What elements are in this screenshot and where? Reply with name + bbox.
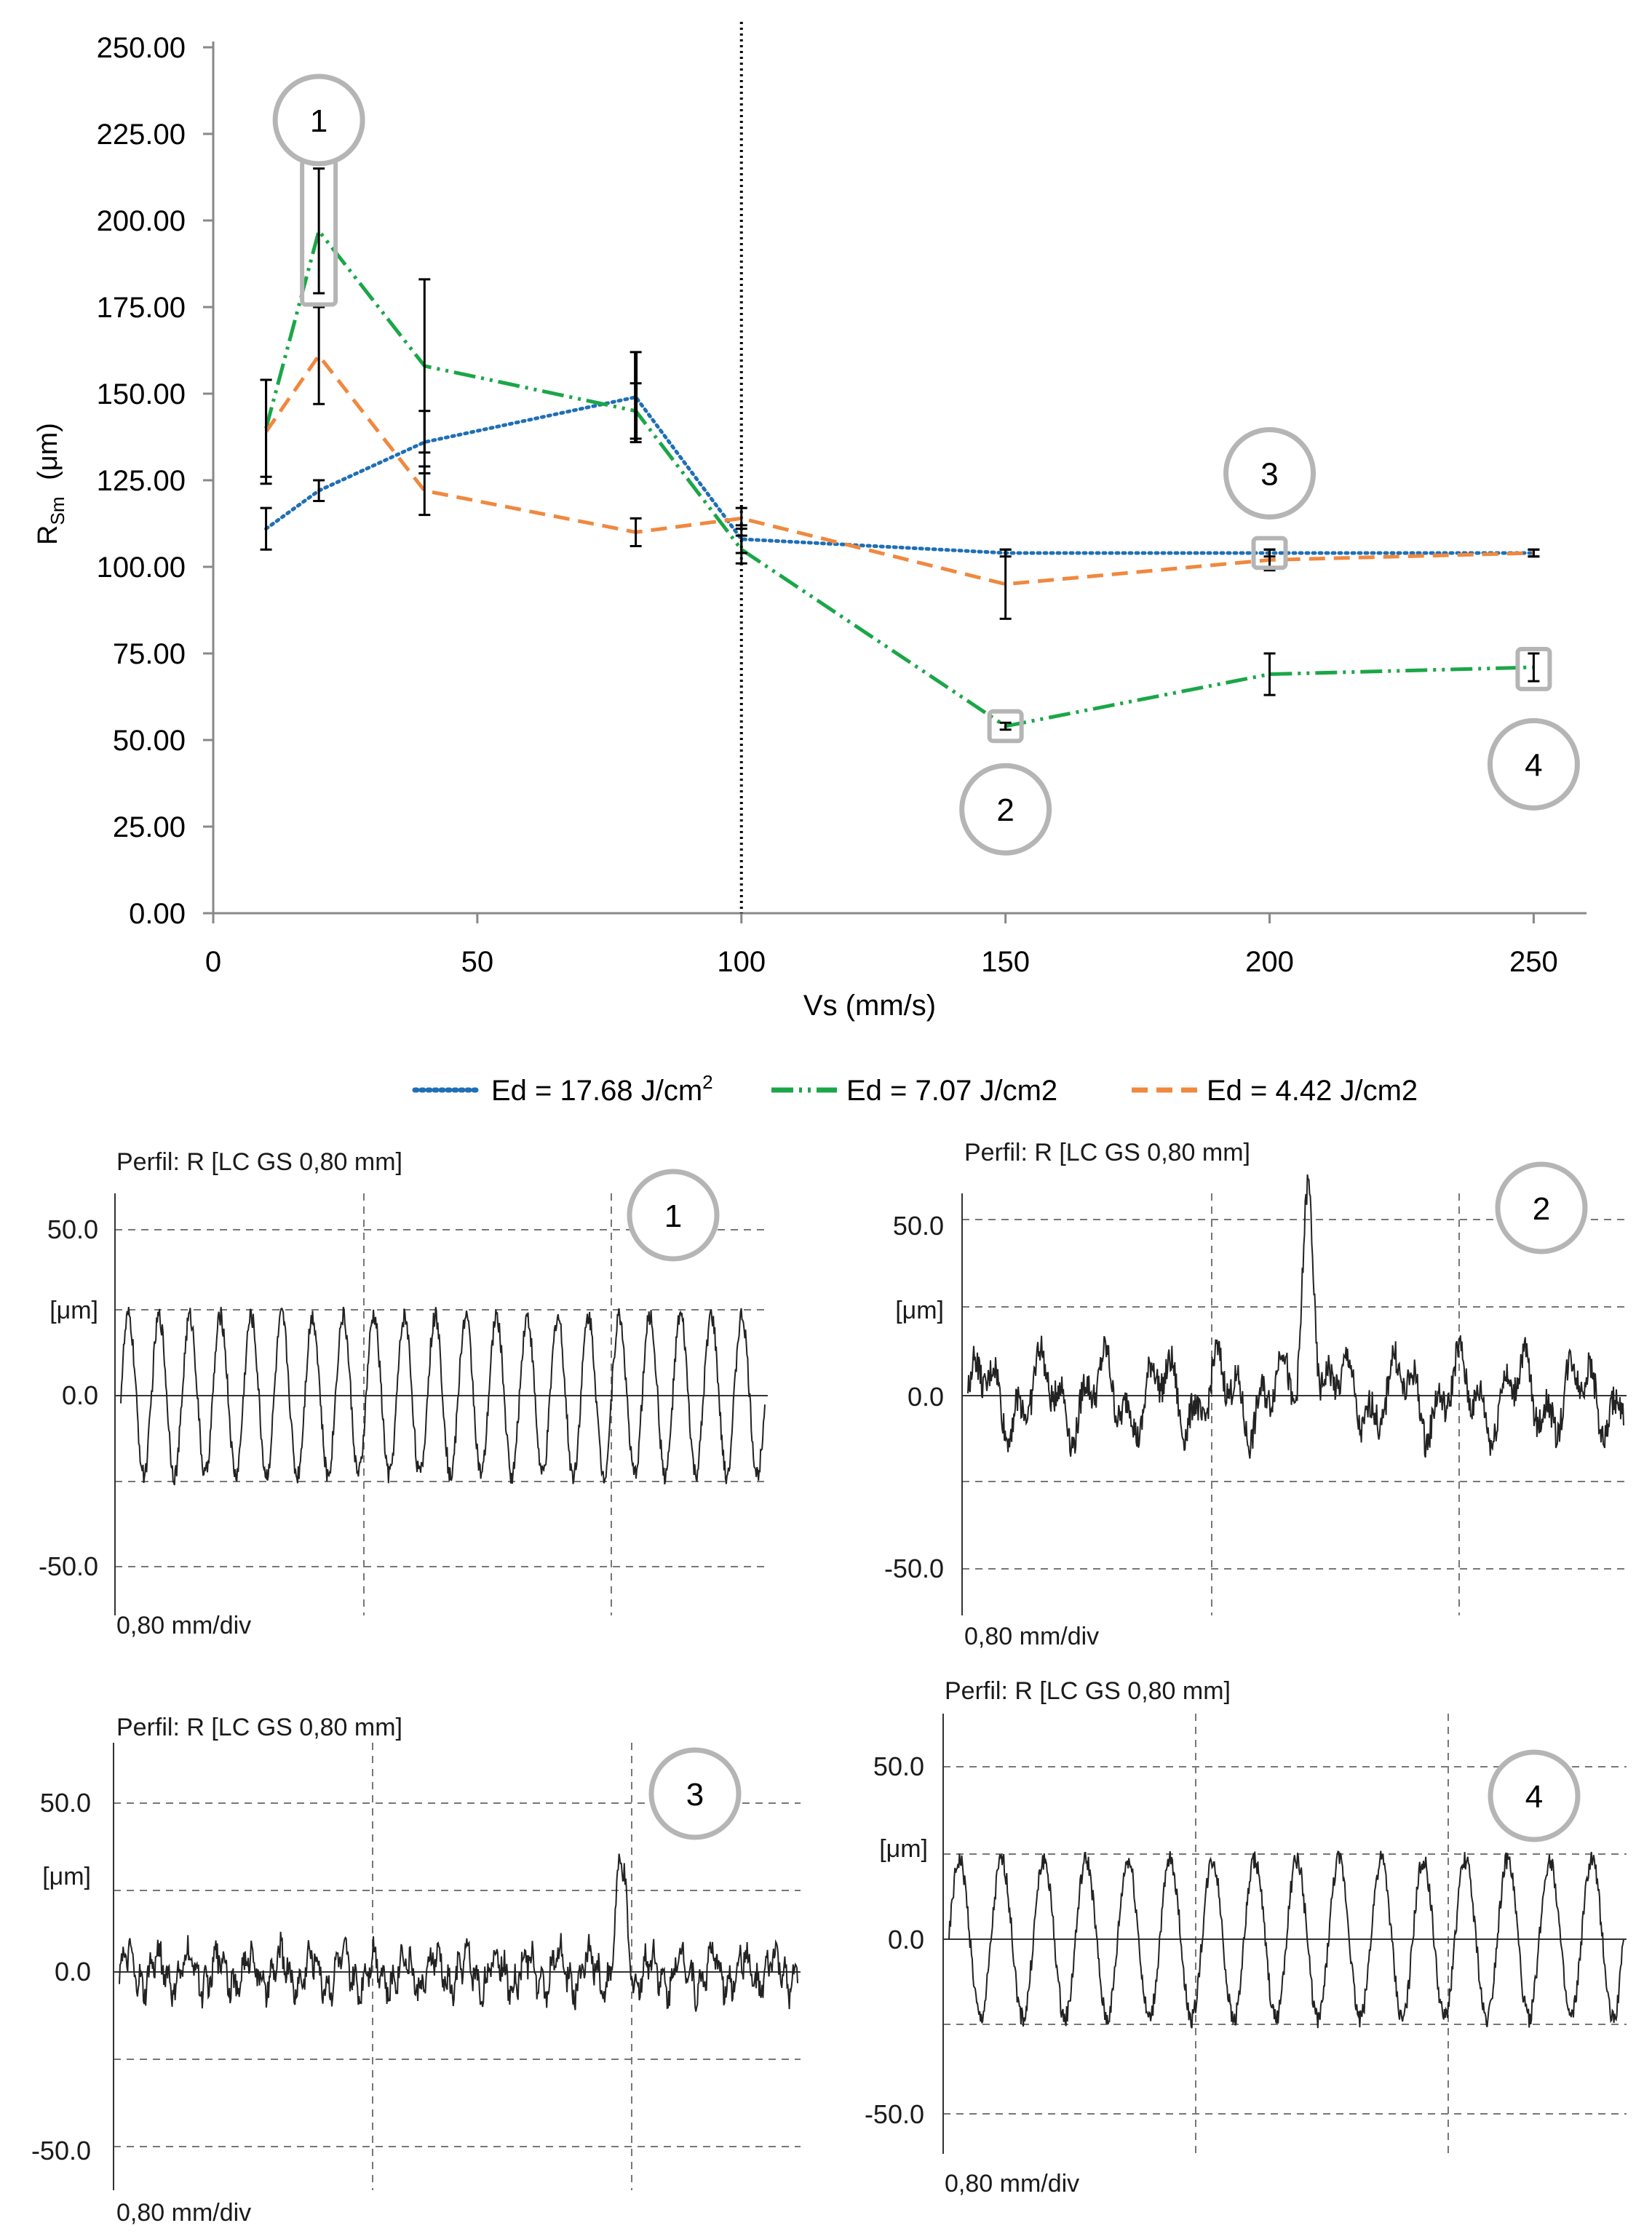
profile-panels: Perfil: R [LC GS 0,80 mm] 50.0 [μm] 0.0 … [31, 1139, 1627, 2227]
callout-label-4: 4 [1525, 747, 1542, 783]
x-tick-label: 200 [1245, 946, 1294, 978]
profile-xscale-2: 0,80 mm/div [964, 1623, 1099, 1650]
y-tick-label: 125.00 [97, 465, 186, 497]
y-tick-label: 150.00 [97, 378, 186, 410]
profile-title-3: Perfil: R [LC GS 0,80 mm] [116, 1714, 402, 1741]
profile-yunit-1: [μm] [49, 1297, 98, 1324]
highlight-box-3 [1251, 536, 1288, 570]
legend-label-s2: Ed = 7.07 J/cm2 [846, 1075, 1057, 1107]
profile-ytick-neg50-4: -50.0 [865, 2099, 924, 2129]
profile-callout-label-4: 4 [1525, 1779, 1543, 1815]
y-tick-label: 100.00 [97, 552, 186, 584]
profile-panel-1: Perfil: R [LC GS 0,80 mm] 50.0 [μm] 0.0 … [39, 1148, 768, 1639]
profile-ytick-neg50-1: -50.0 [39, 1551, 98, 1581]
y-axis-label-sub: Sm [47, 496, 68, 525]
profile-yunit-3: [μm] [42, 1863, 91, 1890]
legend-label-s1: Ed = 17.68 J/cm2 [491, 1071, 713, 1107]
profile-panel-2: Perfil: R [LC GS 0,80 mm] 50.0 [μm] 0.0 … [884, 1139, 1627, 1650]
highlight-box-2 [987, 709, 1024, 744]
profile-ytick-0-2: 0.0 [908, 1382, 944, 1412]
callout-label-1: 1 [310, 103, 327, 139]
callout-label-3: 3 [1260, 456, 1278, 492]
x-axis-label: Vs (mm/s) [803, 990, 936, 1022]
profile-title-2: Perfil: R [LC GS 0,80 mm] [964, 1139, 1250, 1166]
callout-label-2: 2 [996, 792, 1014, 828]
y-axis-label-main: R [33, 525, 63, 544]
y-axis-ticks: 0.00 25.00 50.00 75.00 100.00 125.00 150.00 175… [97, 32, 213, 930]
rsm-chart: 0.00 25.00 50.00 75.00 100.00 125.00 150.00 175… [33, 22, 1587, 1107]
profile-xscale-3: 0,80 mm/div [116, 2199, 251, 2227]
profile-ytick-50-4: 50.0 [873, 1751, 924, 1781]
y-tick-label: 175.00 [97, 292, 186, 324]
profile-trace-2 [967, 1174, 1624, 1459]
profile-ytick-neg50-2: -50.0 [884, 1554, 944, 1583]
profile-callout-label-3: 3 [686, 1777, 704, 1813]
profile-panel-3: Perfil: R [LC GS 0,80 mm] 50.0 [μm] 0.0 … [31, 1714, 801, 2227]
legend-label-s3: Ed = 4.42 J/cm2 [1207, 1075, 1418, 1107]
profile-title-1: Perfil: R [LC GS 0,80 mm] [116, 1148, 402, 1176]
profile-callout-label-2: 2 [1533, 1191, 1550, 1227]
profile-yunit-2: [μm] [895, 1297, 944, 1324]
callout-circle-2 [959, 763, 1052, 856]
highlight-box-4 [1515, 647, 1552, 691]
profile-callout-label-1: 1 [664, 1198, 682, 1234]
y-axis-label: RSm (μm) [33, 423, 68, 545]
y-tick-label: 225.00 [97, 119, 186, 151]
x-tick-label: 250 [1509, 946, 1558, 978]
profile-callout-circle-4 [1488, 1749, 1581, 1842]
profile-callout-circle-3 [648, 1747, 742, 1840]
profile-ytick-0-3: 0.0 [55, 1957, 91, 1987]
profile-callout-circle-2 [1495, 1161, 1588, 1254]
callout-circle-4 [1487, 717, 1580, 811]
profile-ytick-0-4: 0.0 [888, 1925, 924, 1954]
profile-title-4: Perfil: R [LC GS 0,80 mm] [945, 1677, 1231, 1705]
legend: Ed = 17.68 J/cm2 Ed = 7.07 J/cm2 Ed = 4.… [412, 1071, 1418, 1107]
y-tick-label: 25.00 [113, 811, 186, 843]
error-bars [260, 167, 1540, 731]
profile-trace-4 [948, 1850, 1624, 2029]
profile-xscale-1: 0,80 mm/div [116, 1612, 251, 1639]
y-tick-label: 0.00 [129, 898, 186, 930]
profile-ytick-50-3: 50.0 [40, 1788, 91, 1818]
profile-panel-4: Perfil: R [LC GS 0,80 mm] 50.0 [μm] 0.0 … [865, 1677, 1627, 2198]
callout-circle-3 [1223, 426, 1317, 520]
profile-ytick-0-1: 0.0 [62, 1380, 98, 1410]
x-tick-label: 100 [717, 946, 766, 978]
y-tick-label: 200.00 [97, 205, 186, 237]
x-axis-ticks: 0 50 100 150 200 250 [205, 913, 1558, 978]
y-axis-label-unit: (μm) [33, 423, 63, 480]
y-tick-label: 50.00 [113, 725, 186, 757]
callouts: 1 2 3 4 [272, 73, 1580, 856]
y-tick-label: 250.00 [97, 32, 186, 64]
x-tick-label: 0 [205, 946, 221, 978]
profile-ytick-50-1: 50.0 [47, 1214, 98, 1244]
profile-xscale-4: 0,80 mm/div [945, 2170, 1079, 2198]
highlight-boxes [300, 158, 1552, 744]
profile-ytick-neg50-3: -50.0 [31, 2136, 91, 2166]
x-tick-label: 150 [981, 946, 1030, 978]
callout-circle-1 [272, 73, 365, 167]
y-tick-label: 75.00 [113, 638, 186, 670]
profile-callout-circle-1 [627, 1169, 720, 1262]
profile-ytick-50-2: 50.0 [893, 1211, 944, 1241]
profile-trace-1 [120, 1306, 766, 1486]
profile-trace-3 [119, 1853, 798, 2012]
series-line-1 [264, 394, 1536, 555]
profile-yunit-4: [μm] [879, 1835, 928, 1863]
series-line-3 [264, 352, 1534, 586]
x-tick-label: 50 [461, 946, 494, 978]
chart-series [264, 226, 1536, 728]
series-line-2 [264, 226, 1534, 728]
